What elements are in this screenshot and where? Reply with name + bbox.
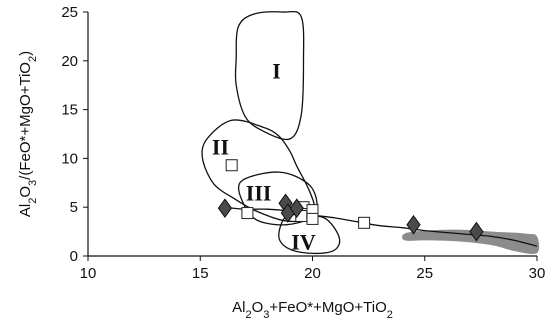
data-point-diamond — [217, 198, 233, 219]
y-tick-label: 25 — [61, 4, 78, 21]
ylabel-part: Al — [17, 204, 34, 217]
y-tick-label: 0 — [70, 248, 78, 265]
y-tick-label: 15 — [61, 102, 78, 119]
x-tick-label: 20 — [304, 265, 321, 282]
x-tick-label: 30 — [529, 265, 546, 282]
xlabel-part: 3 — [263, 309, 269, 321]
x-tick-label: 25 — [416, 265, 433, 282]
points-layer — [217, 159, 484, 242]
axes-layer: 10 15 20 25 30 0 5 10 15 20 25 — [61, 4, 545, 282]
region-label-iv: IV — [291, 229, 316, 254]
region-outline-i — [234, 10, 305, 141]
shaded-field-layer — [402, 229, 540, 254]
region-outline-ii — [201, 119, 316, 223]
ylabel-part: ) — [17, 51, 34, 56]
data-point-square — [306, 212, 319, 225]
region-label-iii: III — [246, 181, 272, 206]
y-tick-label: 5 — [70, 199, 78, 216]
x-tick-label: 15 — [192, 265, 209, 282]
x-axis-title: Al2O3+FeO*+MgO+TiO2 — [232, 299, 393, 321]
data-point-diamond — [289, 198, 304, 219]
shaded-field — [402, 229, 540, 254]
ylabel-part: 3 — [27, 180, 39, 186]
ylabel-part: /(FeO*+MgO+TiO — [17, 62, 34, 180]
xlabel-part: 2 — [387, 309, 393, 321]
xlabel-part: 2 — [245, 309, 251, 321]
data-point-diamond — [406, 214, 421, 235]
xlabel-part: Al — [232, 299, 245, 316]
region-label-i: I — [272, 59, 281, 84]
trend-line-layer — [222, 206, 538, 247]
ylabel-part: 2 — [27, 56, 39, 62]
y-tick-label: 10 — [61, 150, 78, 167]
xlabel-part: +FeO*+MgO+TiO — [269, 299, 386, 316]
labels-layer: IIIIIIIVAl2O3+FeO*+MgO+TiO2Al2O3/(FeO*+M… — [17, 51, 393, 321]
xlabel-part: O — [252, 299, 264, 316]
data-point-square — [358, 216, 371, 229]
data-point-square — [225, 159, 238, 172]
y-axis-title: Al2O3/(FeO*+MgO+TiO2) — [17, 51, 39, 217]
x-tick-label: 10 — [80, 265, 97, 282]
y-tick-label: 20 — [61, 53, 78, 70]
data-point-diamond — [469, 221, 484, 242]
trend-line — [222, 206, 538, 247]
ylabel-part: 2 — [27, 198, 39, 204]
data-point-square — [241, 207, 254, 220]
region-label-ii: II — [212, 135, 229, 160]
ylabel-part: O — [17, 186, 34, 198]
